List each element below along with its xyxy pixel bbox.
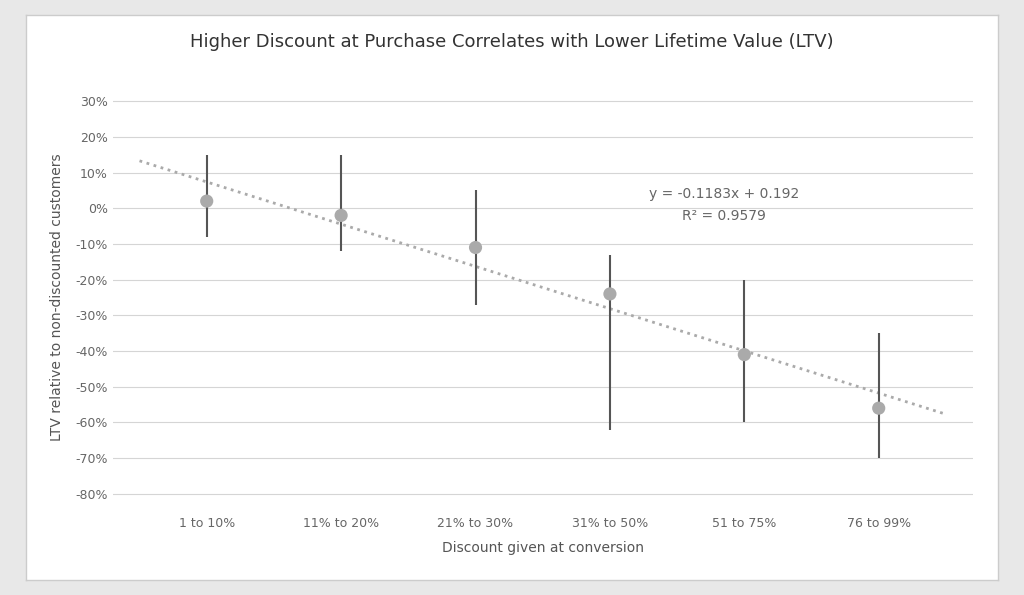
Point (467, 243, 483, 252)
Text: y = -0.1183x + 0.192
R² = 0.9579: y = -0.1183x + 0.192 R² = 0.9579 (649, 187, 800, 223)
Y-axis label: LTV relative to non-discounted customers: LTV relative to non-discounted customers (50, 154, 65, 441)
Text: Higher Discount at Purchase Correlates with Lower Lifetime Value (LTV): Higher Discount at Purchase Correlates w… (190, 33, 834, 51)
Point (602, 289, 618, 299)
X-axis label: Discount given at conversion: Discount given at conversion (441, 541, 644, 555)
Point (199, 196, 215, 206)
Point (870, 403, 887, 413)
Point (736, 350, 753, 359)
Point (333, 211, 349, 220)
